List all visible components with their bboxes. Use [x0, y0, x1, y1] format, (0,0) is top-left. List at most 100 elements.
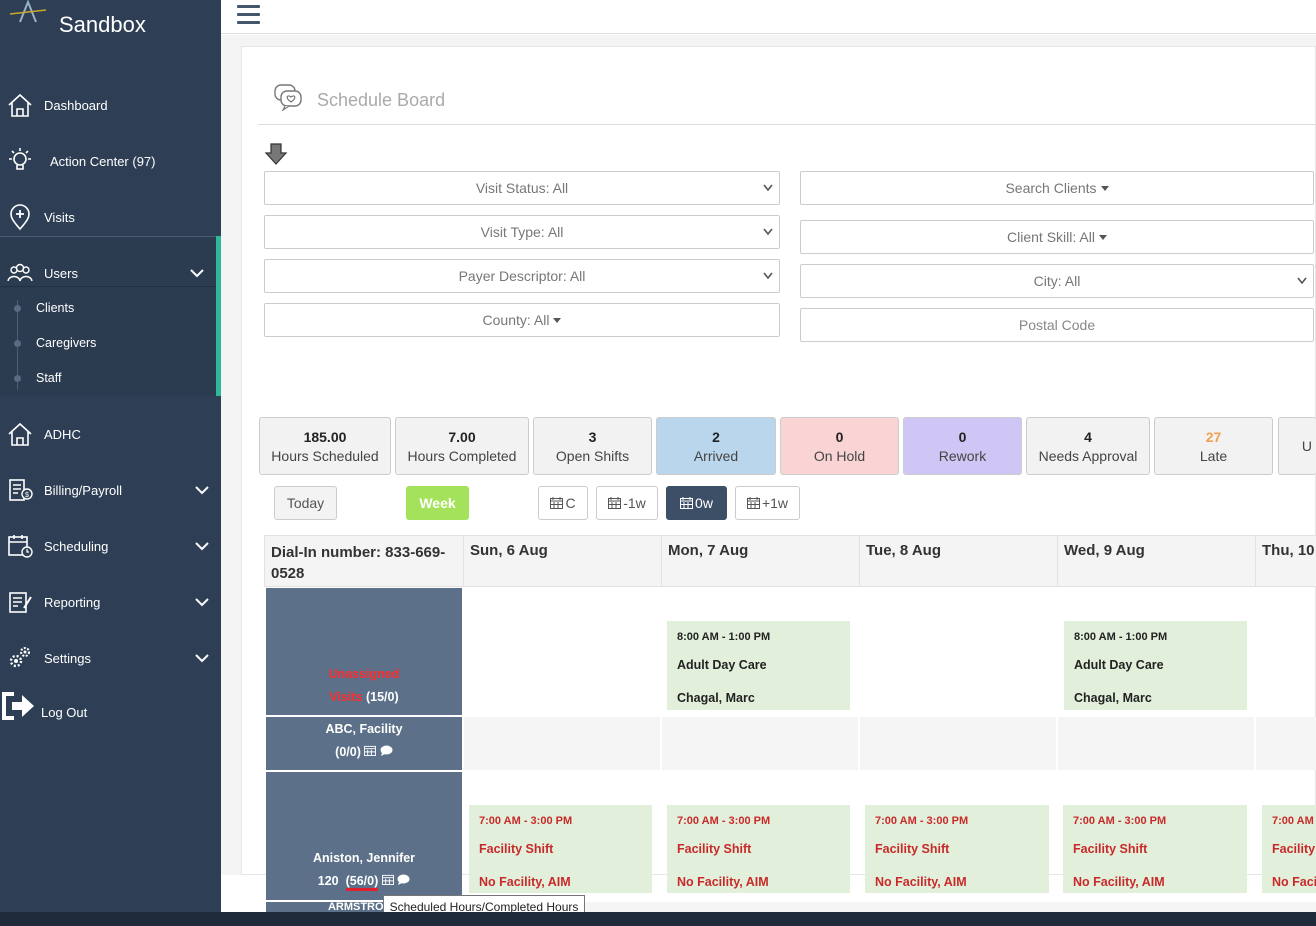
chevron-down-icon — [763, 272, 773, 280]
sidebar-item-reporting[interactable]: Reporting — [0, 582, 221, 622]
current-week-button[interactable]: C — [538, 486, 588, 520]
subitem-label: Clients — [36, 301, 75, 315]
calendar-icon[interactable] — [364, 745, 377, 756]
day-header-thu: Thu, 10 — [1255, 535, 1316, 587]
os-taskbar — [0, 912, 1316, 926]
svg-text:$: $ — [25, 492, 29, 499]
stat-value: 185.00 — [303, 429, 347, 445]
visit-event[interactable]: 8:00 AM - 1:00 PM Adult Day Care Chagal,… — [1064, 621, 1247, 710]
calendar-icon[interactable] — [381, 874, 394, 885]
chevron-down-icon — [195, 542, 209, 551]
postal-code-input[interactable]: Postal Code — [800, 308, 1314, 342]
caret-down-icon — [553, 317, 562, 323]
event-time: 7:00 AM — [1272, 815, 1314, 827]
stat-late[interactable]: 27 Late — [1154, 417, 1273, 475]
chat-heart-icon — [274, 84, 302, 111]
visit-status-select[interactable]: Visit Status: All — [264, 171, 780, 205]
stat-label: Hours Completed — [407, 448, 517, 464]
calendar-cell[interactable] — [860, 717, 1056, 770]
stat-label: Open Shifts — [555, 448, 630, 464]
sidebar-item-scheduling[interactable]: Scheduling — [0, 526, 221, 566]
calendar-icon — [550, 497, 564, 509]
stat-value: 0 — [958, 429, 967, 445]
sidebar-item-label: Scheduling — [44, 538, 109, 554]
stat-on-hold[interactable]: 0 On Hold — [780, 417, 899, 475]
week-button[interactable]: Week — [406, 486, 469, 520]
select-value: Search Clients — [1005, 180, 1097, 196]
stat-value: 4 — [1084, 429, 1092, 445]
stat-open-shifts[interactable]: 3 Open Shifts — [533, 417, 652, 475]
comment-icon[interactable] — [397, 874, 410, 885]
button-label: +1w — [761, 495, 789, 511]
event-client: Chagal, Marc — [677, 691, 755, 705]
search-clients-dropdown[interactable]: Search Clients — [800, 171, 1314, 205]
caret-down-icon — [1098, 234, 1107, 240]
row-aniston-jennifer[interactable]: Aniston, Jennifer 120 (56/0) — [266, 772, 462, 900]
sidebar-item-users[interactable]: Users — [0, 253, 221, 293]
next-week-button[interactable]: +1w — [735, 486, 800, 520]
sidebar-item-visits[interactable]: Visits — [0, 197, 221, 237]
sidebar-item-settings[interactable]: Settings — [0, 638, 221, 678]
sidebar-item-action-center[interactable]: Action Center (97) — [0, 141, 221, 181]
select-value: City: All — [1033, 273, 1081, 289]
active-indicator — [216, 236, 221, 396]
unassigned-label: Unassigned — [328, 667, 400, 681]
client-skill-dropdown[interactable]: Client Skill: All — [800, 220, 1314, 254]
sidebar-item-label: ADHC — [44, 426, 81, 442]
calendar-cell[interactable] — [1256, 717, 1316, 770]
prev-week-button[interactable]: -1w — [596, 486, 658, 520]
zero-week-button[interactable]: 0w — [666, 486, 727, 520]
arrow-down-icon[interactable] — [264, 142, 288, 166]
row-abc-facility[interactable]: ABC, Facility (0/0) — [266, 717, 462, 770]
chevron-down-icon — [195, 486, 209, 495]
menu-toggle-icon[interactable] — [237, 5, 260, 25]
report-icon — [9, 592, 32, 613]
visit-event[interactable]: 7:00 AM Facility No Faci — [1262, 805, 1316, 893]
stat-hours-completed[interactable]: 7.00 Hours Completed — [395, 417, 529, 475]
stat-arrived[interactable]: 2 Arrived — [656, 417, 776, 475]
comment-icon[interactable] — [380, 745, 393, 756]
visit-event[interactable]: 7:00 AM - 3:00 PM Facility Shift No Faci… — [667, 805, 850, 893]
event-time: 8:00 AM - 1:00 PM — [1074, 631, 1168, 643]
sidebar-item-billing-payroll[interactable]: $ Billing/Payroll — [0, 470, 221, 510]
calendar-icon — [608, 497, 622, 509]
city-select[interactable]: City: All — [800, 264, 1314, 298]
select-value: Visit Status: All — [475, 180, 569, 196]
chevron-down-icon — [195, 654, 209, 663]
stat-hours-scheduled[interactable]: 185.00 Hours Scheduled — [259, 417, 391, 475]
dial-in-number: Dial-In number: 833-669-0528 — [264, 535, 464, 587]
stat-rework[interactable]: 0 Rework — [903, 417, 1022, 475]
map-pin-plus-icon — [10, 204, 30, 231]
calendar-cell[interactable] — [464, 717, 660, 770]
county-dropdown[interactable]: County: All — [264, 303, 780, 337]
sidebar-item-logout[interactable]: Log Out — [0, 686, 221, 726]
visit-event[interactable]: 7:00 AM - 3:00 PM Facility Shift No Faci… — [469, 805, 652, 893]
calendar-cell[interactable] — [1058, 717, 1254, 770]
visit-event[interactable]: 7:00 AM - 3:00 PM Facility Shift No Faci… — [1063, 805, 1247, 893]
select-value: Client Skill: All — [1007, 229, 1095, 245]
visit-event[interactable]: 8:00 AM - 1:00 PM Adult Day Care Chagal,… — [667, 621, 850, 710]
row-code: 120 — [317, 874, 339, 888]
sidebar: Sandbox Dashboard Action Center (97) Vis… — [0, 0, 221, 912]
day-header-tue: Tue, 8 Aug — [859, 535, 1058, 587]
hours-count[interactable]: (56/0) — [345, 874, 379, 891]
event-client: No Facility, AIM — [677, 875, 769, 889]
sidebar-item-adhc[interactable]: ADHC — [0, 414, 221, 454]
sidebar-item-dashboard[interactable]: Dashboard — [0, 85, 221, 125]
visit-type-select[interactable]: Visit Type: All — [264, 215, 780, 249]
event-client: Chagal, Marc — [1074, 691, 1152, 705]
stat-label: Needs Approval — [1038, 448, 1138, 464]
visit-event[interactable]: 7:00 AM - 3:00 PM Facility Shift No Faci… — [865, 805, 1049, 893]
event-service: Facility Shift — [479, 842, 554, 856]
calendar-cell[interactable] — [662, 717, 858, 770]
stat-partial[interactable]: U — [1278, 417, 1316, 475]
payer-descriptor-select[interactable]: Payer Descriptor: All — [264, 259, 780, 293]
row-unassigned-visits[interactable]: Unassigned Visits (15/0) — [266, 588, 462, 715]
row-armstrong[interactable]: ARMSTRONG — [266, 902, 462, 912]
calendar-row — [464, 902, 1316, 912]
title-divider — [258, 124, 1316, 125]
stat-needs-approval[interactable]: 4 Needs Approval — [1026, 417, 1150, 475]
today-button[interactable]: Today — [274, 486, 337, 520]
calendar-icon — [680, 497, 694, 509]
stat-value: 3 — [588, 429, 597, 445]
